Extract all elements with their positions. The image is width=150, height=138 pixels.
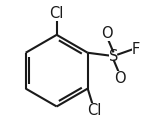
Text: Cl: Cl bbox=[50, 6, 64, 21]
Text: Cl: Cl bbox=[87, 103, 102, 118]
Text: O: O bbox=[114, 71, 126, 86]
Text: S: S bbox=[109, 49, 118, 64]
Text: F: F bbox=[132, 42, 140, 57]
Text: O: O bbox=[101, 26, 113, 41]
